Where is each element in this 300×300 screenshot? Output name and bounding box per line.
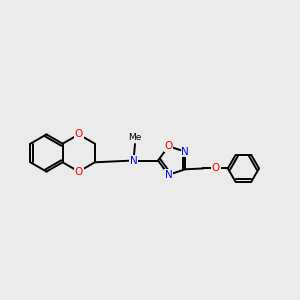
Text: O: O [164, 141, 172, 151]
Text: N: N [130, 155, 137, 166]
Text: O: O [212, 164, 220, 173]
Text: O: O [75, 167, 83, 177]
Text: O: O [75, 129, 83, 140]
Text: N: N [165, 170, 172, 180]
Text: N: N [182, 147, 189, 157]
Text: Me: Me [128, 133, 142, 142]
